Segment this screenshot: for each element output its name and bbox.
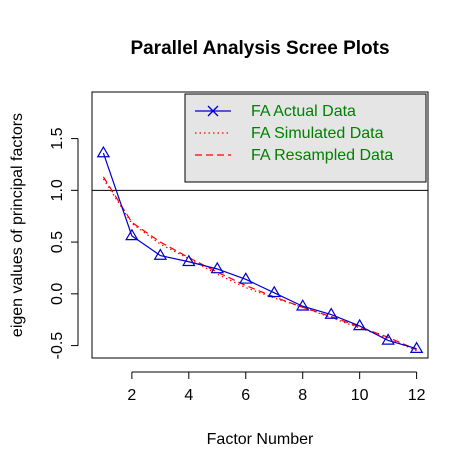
y-tick-label: -0.5 (49, 332, 66, 360)
data-point (153, 248, 168, 260)
data-point (324, 307, 338, 319)
y-tick-label: 1.5 (49, 127, 66, 149)
data-point (125, 228, 139, 241)
x-tick-label: 6 (241, 387, 250, 404)
data-point (210, 261, 225, 274)
legend-label: FA Actual Data (251, 103, 356, 120)
x-axis-label: Factor Number (207, 431, 314, 448)
x-tick-label: 8 (298, 387, 307, 404)
series-line (102, 176, 417, 351)
chart-title: Parallel Analysis Scree Plots (130, 38, 389, 59)
y-axis-label: eigen values of principal factors (9, 113, 26, 337)
legend-marker (207, 105, 219, 117)
data-point (96, 145, 111, 158)
x-tick-label: 12 (408, 387, 426, 404)
legend-label: FA Simulated Data (251, 125, 384, 142)
data-point (409, 341, 424, 354)
chart-marks (92, 145, 428, 354)
x-tick-label: 10 (351, 387, 369, 404)
axis-ticks: 2 4 6 8 10 12 -0.5 0.0 0.5 1.0 1.5 (49, 127, 426, 404)
legend: FA Actual Data FA Simulated Data FA Resamp… (184, 93, 427, 183)
data-point (352, 318, 367, 331)
data-point (182, 254, 196, 267)
data-point (267, 285, 281, 298)
y-tick-label: 0.0 (49, 283, 66, 305)
y-tick-label: 0.5 (49, 231, 66, 253)
legend-label: FA Resampled Data (251, 147, 393, 164)
legend-box (184, 93, 427, 183)
series-line (102, 178, 417, 352)
data-point (295, 299, 310, 311)
y-tick-label: 1.0 (49, 179, 66, 201)
plot-frame (91, 91, 429, 359)
x-tick-label: 2 (127, 387, 136, 404)
data-point (239, 272, 253, 284)
x-tick-label: 4 (184, 387, 193, 404)
data-point (381, 333, 395, 345)
